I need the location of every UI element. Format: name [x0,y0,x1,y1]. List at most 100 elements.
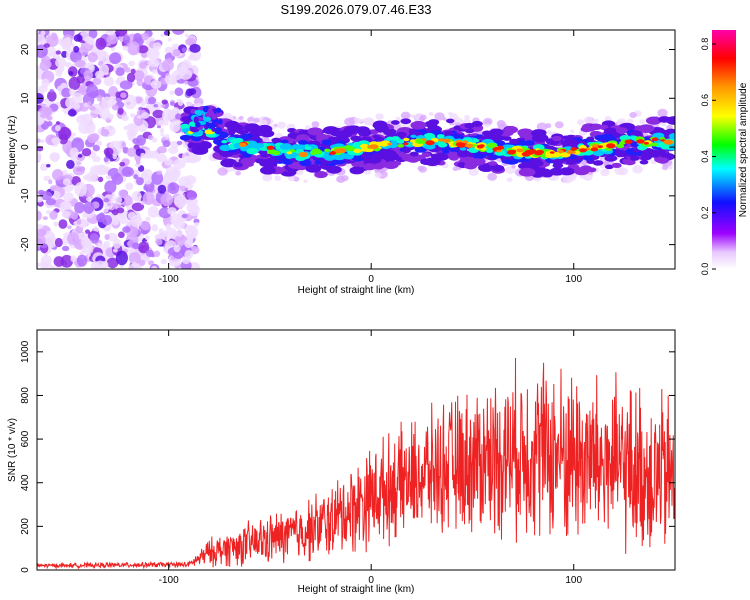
noise-blob [52,169,64,181]
noise-blob [169,120,181,133]
noise-blob [39,139,45,144]
signal-blob [353,148,362,154]
signal-blob [460,150,471,156]
noise-blob [88,30,98,39]
noise-blob [188,88,197,95]
noise-blob [111,192,116,198]
signal-blob [428,119,440,126]
spectrogram-xtick-label: 100 [565,274,582,285]
signal-blob [304,146,312,150]
noise-blob [133,174,139,180]
spectrogram-ytick-label: 20 [20,44,31,56]
halo-blob [581,160,587,166]
halo-blob [629,111,637,119]
halo-blob [576,119,585,126]
figure-title: S199.2026.079.07.46.E33 [280,2,431,17]
noise-blob [61,87,72,98]
signal-blob [218,118,223,125]
noise-blob [61,38,72,51]
signal-blob [299,159,312,167]
noise-blob [105,175,112,180]
noise-blob [172,30,185,35]
halo-blob [253,117,260,123]
signal-blob [496,145,505,150]
signal-blob [266,145,275,150]
signal-blob [255,158,265,164]
colorbar: 0.0 0.2 0.4 0.6 0.8 Normalized spectral ampl… [700,30,749,275]
signal-blob [491,164,505,172]
spectrogram-ytick-label: 10 [20,92,31,104]
colorbar-tick-label: 0.2 [700,207,710,220]
signal-blob [442,149,450,154]
noise-blob [55,57,67,68]
signal-blob [194,109,202,115]
signal-blob [528,158,543,166]
halo-blob [483,117,493,126]
noise-blob [97,242,103,248]
noise-blob [153,250,161,258]
noise-blob [83,102,89,107]
halo-blob [603,168,609,173]
noise-blob [118,189,129,198]
noise-blob [129,113,136,118]
signal-blob [397,144,405,148]
snr-line-series [37,357,675,570]
halo-blob [262,173,273,182]
noise-blob [143,75,154,85]
noise-blob [83,239,93,248]
noise-blob [136,78,144,87]
noise-blob [156,170,163,175]
halo-blob [303,179,308,184]
noise-blob [37,33,46,47]
signal-blob [571,151,576,154]
signal-blob [603,127,618,135]
noise-blob [163,30,171,36]
noise-blob [39,260,49,269]
noise-blob [131,202,145,212]
noise-blob [112,238,122,249]
noise-blob [81,148,92,157]
snr-ytick-label: 600 [20,430,31,447]
halo-blob [344,117,355,127]
signal-blob [386,136,394,141]
snr-ytick-label: 0 [20,567,31,573]
signal-blob [630,131,641,137]
noise-blob [97,176,104,183]
noise-blob [37,262,41,268]
noise-blob [53,221,59,227]
noise-blob [186,190,197,200]
noise-blob [174,234,188,246]
noise-blob [187,186,192,192]
signal-blob [266,149,277,155]
signal-blob [583,155,594,161]
spectrogram-ytick-label: -20 [20,237,31,252]
signal-blob [214,126,223,135]
noise-blob [160,33,165,37]
signal-blob [349,166,365,175]
noise-blob [169,101,176,106]
noise-blob [46,90,57,102]
halo-blob [487,172,498,181]
snr-xlabel: Height of straight line (km) [298,584,415,595]
noise-blob [135,159,141,165]
noise-blob [72,92,83,104]
halo-blob [546,130,553,135]
signal-blob [367,145,373,149]
noise-blob [76,75,86,84]
snr-xtick-label: 100 [565,575,582,586]
signal-blob [639,159,649,165]
noise-blob [126,72,136,83]
noise-blob [181,256,191,265]
signal-blob [361,136,371,142]
noise-blob [179,69,193,80]
noise-blob [87,101,92,106]
noise-blob [45,210,51,215]
halo-blob [222,114,228,119]
noise-blob [39,190,53,201]
noise-blob [151,265,158,269]
noise-blob [152,42,162,51]
noise-blob [132,191,142,202]
signal-blob [260,152,269,158]
noise-blob [173,218,186,230]
